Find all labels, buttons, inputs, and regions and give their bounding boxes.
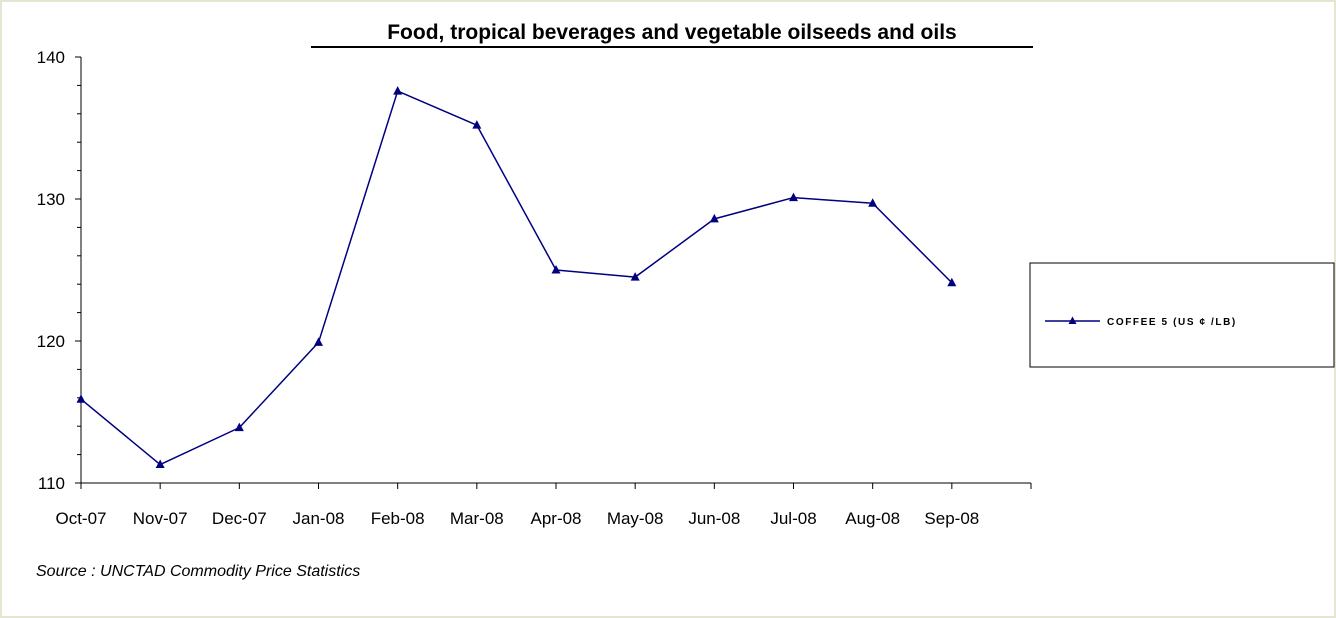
data-point-marker: [630, 272, 640, 281]
data-point-marker: [234, 422, 244, 432]
data-point-marker: [551, 265, 561, 274]
x-tick-label: Jun-08: [688, 509, 740, 528]
data-point-marker: [314, 337, 323, 346]
source-note: Source : UNCTAD Commodity Price Statisti…: [36, 563, 361, 580]
x-tick-label: Jan-08: [293, 509, 345, 528]
x-tick-label: Sep-08: [924, 509, 979, 528]
x-tick-label: Jul-08: [770, 509, 816, 528]
data-point-marker: [472, 120, 482, 129]
x-tick-label: Apr-08: [530, 509, 581, 528]
y-tick-label: 140: [37, 48, 65, 67]
legend-box: [1029, 262, 1335, 368]
x-tick-label: Oct-07: [55, 509, 106, 528]
y-tick-label: 120: [37, 332, 65, 351]
legend: COFFEE 5 (US ¢ /LB): [1029, 262, 1335, 368]
x-tick-label: Feb-08: [371, 509, 425, 528]
data-point-marker: [947, 277, 957, 287]
legend-series-label: COFFEE 5 (US ¢ /LB): [1107, 317, 1237, 328]
plot-area: [76, 86, 957, 469]
x-tick-label: Nov-07: [133, 509, 188, 528]
data-point-marker: [393, 86, 403, 95]
data-point-marker: [789, 192, 798, 202]
data-point-marker: [868, 198, 878, 207]
x-axis: Oct-07 Nov-07 Dec-07 Jan-08 Feb-08 Mar-08 Apr-…: [55, 482, 1032, 528]
data-point-marker: [76, 394, 86, 403]
x-tick-label: Aug-08: [845, 509, 900, 528]
chart-title: Food, tropical beverages and vegetable o…: [387, 21, 957, 44]
data-point-marker: [155, 459, 165, 469]
legend-triangle-marker-icon: [1068, 316, 1077, 324]
x-tick-label: Mar-08: [450, 509, 504, 528]
x-tick-label: May-08: [607, 509, 664, 528]
y-axis: 110 120 130 140: [37, 48, 82, 493]
x-tick-label: Dec-07: [212, 509, 267, 528]
series-line: [80, 90, 953, 466]
y-tick-label: 110: [38, 474, 65, 493]
y-tick-label: 130: [37, 190, 65, 209]
data-point-marker: [709, 213, 719, 223]
